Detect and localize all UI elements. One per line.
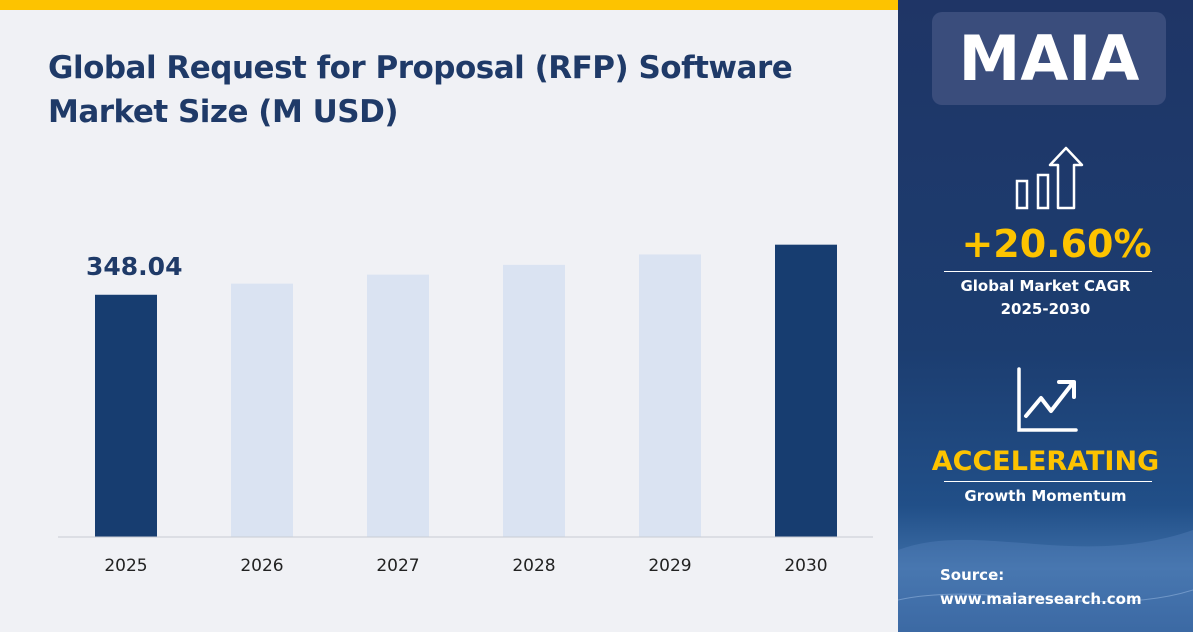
line-chart-trend-icon <box>1017 367 1078 432</box>
x-tick-label: 2027 <box>376 556 419 576</box>
x-tick-label: 2025 <box>104 556 147 576</box>
cagr-value: +20.60% <box>961 222 1152 266</box>
accent-bar <box>0 0 898 10</box>
bar-chart-arrow-up-icon <box>1015 146 1084 210</box>
bar-2025 <box>95 294 157 537</box>
chart-panel: Global Request for Proposal (RFP) Softwa… <box>0 0 898 576</box>
bar-2030 <box>775 244 837 537</box>
bar-2027 <box>367 274 429 537</box>
sidebar: MAIA +20.60% Global Market CAGR 2025-203… <box>898 0 1193 632</box>
source-label: Source: <box>940 566 1005 584</box>
x-tick-label: 2029 <box>648 556 691 576</box>
source: Source: www.maiaresearch.com <box>940 563 1142 611</box>
source-link[interactable]: www.maiaresearch.com <box>940 590 1142 608</box>
x-tick-label: 2026 <box>240 556 283 576</box>
data-label: 348.04 <box>86 252 182 281</box>
bar-2028 <box>503 264 565 537</box>
bar-2026 <box>231 283 293 537</box>
x-tick-label: 2030 <box>784 556 827 576</box>
cagr-period: 2025-2030 <box>1000 300 1091 318</box>
divider <box>944 271 1152 272</box>
chart-title: Global Request for Proposal (RFP) Softwa… <box>48 50 793 130</box>
momentum-value: ACCELERATING <box>931 446 1160 477</box>
x-tick-label: 2028 <box>512 556 555 576</box>
bar-2029 <box>639 254 701 537</box>
divider <box>944 481 1152 482</box>
logo: MAIA <box>932 12 1166 105</box>
cagr-label: Global Market CAGR <box>960 277 1131 295</box>
bar-chart: 2025 348.04 2026 2027 2028 2029 2030 <box>58 244 873 576</box>
momentum-label: Growth Momentum <box>964 487 1127 505</box>
wave-decoration <box>898 530 1193 632</box>
